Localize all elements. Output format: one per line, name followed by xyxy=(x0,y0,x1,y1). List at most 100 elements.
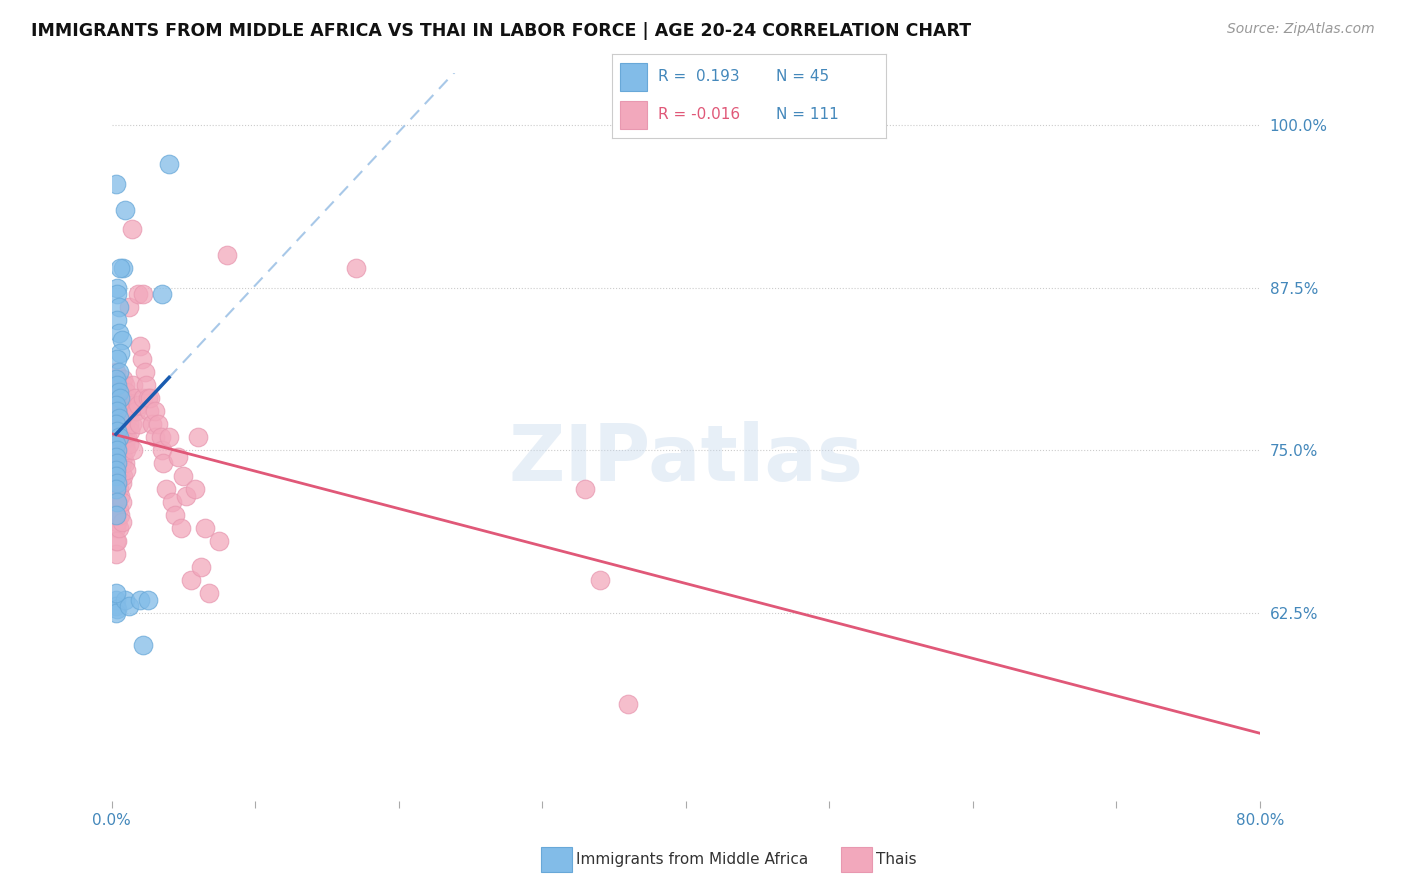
Point xyxy=(127,398,149,412)
Text: N = 111: N = 111 xyxy=(776,107,839,122)
Point xyxy=(107,424,129,438)
Point xyxy=(108,501,131,516)
Point xyxy=(105,482,128,496)
Point xyxy=(589,573,612,587)
Point xyxy=(114,378,136,392)
Point xyxy=(157,430,180,444)
Point xyxy=(128,417,150,431)
Text: R =  0.193: R = 0.193 xyxy=(658,70,740,85)
Point xyxy=(108,521,131,535)
Point xyxy=(117,430,139,444)
Point xyxy=(118,300,141,314)
Text: IMMIGRANTS FROM MIDDLE AFRICA VS THAI IN LABOR FORCE | AGE 20-24 CORRELATION CHA: IMMIGRANTS FROM MIDDLE AFRICA VS THAI IN… xyxy=(31,22,972,40)
Point xyxy=(107,404,129,418)
Point xyxy=(107,436,129,450)
Point xyxy=(108,482,131,496)
Point xyxy=(108,384,131,399)
Point xyxy=(141,417,163,431)
Point xyxy=(112,410,135,425)
Point xyxy=(114,456,136,470)
Point xyxy=(112,469,135,483)
Point xyxy=(110,391,132,405)
Point xyxy=(110,469,132,483)
Point xyxy=(131,352,153,367)
Point xyxy=(155,482,177,496)
Point xyxy=(152,456,174,470)
Point xyxy=(169,521,191,535)
Text: R = -0.016: R = -0.016 xyxy=(658,107,741,122)
Point xyxy=(108,462,131,476)
Point xyxy=(105,495,128,509)
Point xyxy=(112,430,135,444)
Point xyxy=(198,586,221,600)
Point xyxy=(107,417,129,431)
Text: N = 45: N = 45 xyxy=(776,70,830,85)
Point xyxy=(105,430,128,444)
Point xyxy=(105,177,128,191)
Point xyxy=(105,534,128,549)
Point xyxy=(120,424,142,438)
Point xyxy=(117,391,139,405)
Point xyxy=(110,410,132,425)
Point xyxy=(112,391,135,405)
Point xyxy=(129,339,152,353)
Point xyxy=(111,475,134,490)
Point xyxy=(135,378,157,392)
Point xyxy=(132,391,155,405)
Point xyxy=(136,391,159,405)
Point xyxy=(111,417,134,431)
Point xyxy=(136,592,159,607)
Point xyxy=(105,469,128,483)
Point xyxy=(105,586,128,600)
Point xyxy=(194,521,217,535)
Point xyxy=(146,417,169,431)
Point xyxy=(138,404,160,418)
Point xyxy=(111,333,134,347)
Point xyxy=(110,260,132,275)
Bar xyxy=(620,101,647,129)
Text: ZIPatlas: ZIPatlas xyxy=(509,421,863,497)
Point xyxy=(105,521,128,535)
Point xyxy=(118,417,141,431)
Point xyxy=(190,560,212,574)
Point xyxy=(108,365,131,379)
Point xyxy=(121,222,143,236)
Point xyxy=(105,547,128,561)
Point xyxy=(617,697,640,711)
Point xyxy=(105,592,128,607)
Point xyxy=(115,384,138,399)
Point xyxy=(108,424,131,438)
Point xyxy=(121,417,143,431)
Point xyxy=(107,313,129,327)
Point xyxy=(187,430,209,444)
Point xyxy=(180,573,202,587)
Point xyxy=(107,495,129,509)
Point xyxy=(112,371,135,385)
Point xyxy=(105,371,128,385)
Point xyxy=(208,534,231,549)
Point xyxy=(105,606,128,620)
Point xyxy=(114,417,136,431)
Text: Source: ZipAtlas.com: Source: ZipAtlas.com xyxy=(1227,22,1375,37)
Point xyxy=(108,384,131,399)
Text: Thais: Thais xyxy=(876,853,917,867)
Point xyxy=(105,462,128,476)
Point xyxy=(111,378,134,392)
Point xyxy=(110,508,132,522)
Point xyxy=(172,469,194,483)
Point xyxy=(108,443,131,458)
Point xyxy=(110,430,132,444)
Point xyxy=(117,410,139,425)
Point xyxy=(105,508,128,522)
Point xyxy=(115,424,138,438)
Point xyxy=(150,443,173,458)
Point xyxy=(107,456,129,470)
Point xyxy=(107,456,129,470)
Point xyxy=(118,436,141,450)
Point xyxy=(107,534,129,549)
Point xyxy=(143,430,166,444)
Point xyxy=(114,436,136,450)
Point xyxy=(134,365,156,379)
Point xyxy=(122,443,145,458)
Point xyxy=(105,450,128,464)
